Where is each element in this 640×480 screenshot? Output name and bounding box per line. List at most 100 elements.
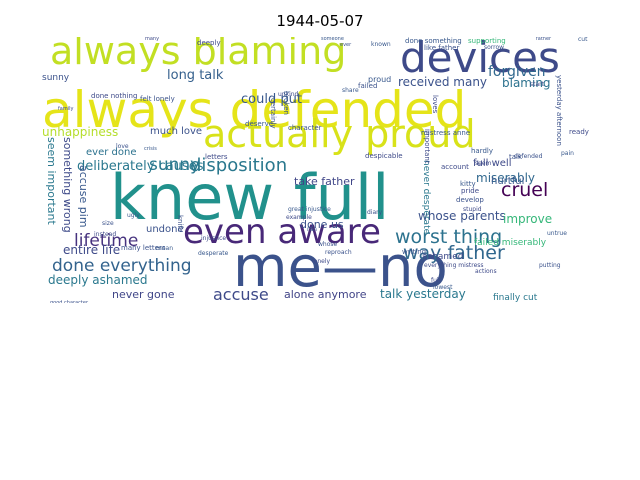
cloud-word: actions — [475, 268, 497, 275]
cloud-word: lifetime — [74, 231, 139, 251]
cloud-word: share — [342, 87, 359, 94]
cloud-word: start — [530, 81, 544, 88]
cloud-word: sunny — [42, 73, 70, 83]
cloud-word: full well — [473, 158, 512, 169]
cloud-word: important — [423, 129, 431, 164]
cloud-word: lowest — [433, 284, 453, 291]
cloud-word: defended — [514, 153, 543, 160]
cloud-word: broken — [282, 91, 290, 115]
cloud-word: desperate — [198, 250, 229, 257]
cloud-word: accuse — [213, 285, 269, 303]
cloud-word: like father — [424, 44, 460, 52]
cloud-word: hardly — [471, 147, 494, 155]
cloud-word: alone anymore — [284, 288, 367, 301]
cloud-word: cruel — [501, 179, 549, 201]
cloud-word: kitty — [460, 180, 476, 188]
cloud-word: unhappiness — [42, 125, 119, 139]
cloud-word: reproach — [325, 249, 352, 256]
cloud-word: deserve — [245, 120, 274, 128]
cloud-word: stupid — [463, 206, 482, 213]
cloud-word: way father — [403, 242, 505, 264]
cloud-word: proud — [368, 75, 392, 84]
cloud-word: much love — [150, 126, 203, 137]
cloud-word: yesterday afternoon — [555, 75, 563, 146]
cloud-word: deeply — [197, 39, 221, 47]
cloud-word: long talk — [167, 68, 224, 83]
cloud-word: done something — [405, 37, 462, 45]
cloud-word: ever done — [86, 147, 137, 158]
cloud-word: many — [145, 37, 160, 42]
cloud-word: accuse pim — [77, 165, 90, 228]
cloud-word: develop — [456, 196, 484, 204]
cloud-word: never desperate — [421, 160, 431, 235]
cloud-word: ashamed — [422, 252, 464, 262]
cloud-word: sorrow — [484, 44, 505, 51]
cloud-word: finally cut — [493, 293, 538, 303]
cloud-word: example — [286, 214, 312, 221]
cloud-word: seem — [475, 160, 492, 167]
cloud-word: forgiven — [488, 64, 546, 80]
cloud-word: take father — [294, 175, 355, 188]
cloud-word: done us — [300, 218, 344, 231]
cloud-word: mean — [156, 245, 174, 252]
cloud-word: improve — [503, 212, 553, 226]
cloud-word: diary — [367, 209, 383, 216]
cloud-word: great injustice — [288, 206, 331, 213]
cloud-word: me—no — [233, 235, 448, 300]
cloud-word: received many — [398, 75, 488, 89]
cloud-word: everything mistress — [424, 262, 484, 269]
cloud-word: deeply ashamed — [48, 273, 148, 287]
cloud-word: supporting — [468, 37, 506, 45]
cloud-word: despicable — [365, 152, 403, 160]
cloud-word: always defended — [42, 81, 467, 139]
cloud-word: account — [441, 163, 469, 171]
cloud-word: devices — [400, 37, 560, 82]
cloud-word: talk yesterday — [380, 287, 466, 301]
cloud-word: whose parents — [418, 209, 506, 223]
cloud-word: seem important — [45, 137, 58, 225]
cloud-word: never gone — [112, 288, 175, 301]
cloud-word: miserably — [476, 171, 535, 185]
cloud-word: whose — [318, 241, 338, 248]
cloud-word: even aware — [183, 212, 381, 252]
cloud-word: worst thing — [395, 226, 503, 248]
cloud-word: letters — [205, 153, 228, 161]
cloud-word: deliberately causes — [77, 159, 204, 174]
cloud-word: putting — [539, 262, 561, 269]
cloud-word: loves — [431, 95, 439, 114]
cloud-word: sunny — [149, 155, 201, 175]
cloud-word: hurtful — [491, 176, 525, 187]
cloud-word: size — [102, 220, 114, 227]
cloud-word: mistress anne — [421, 129, 471, 137]
cloud-word: cut — [578, 37, 588, 43]
cloud-word: character — [288, 124, 322, 132]
cloud-word: could put — [241, 92, 302, 107]
cloud-word: blaming — [502, 76, 551, 90]
word-cloud: knew full always defended me—no always blam… — [40, 37, 593, 303]
cloud-word: done everything — [52, 256, 192, 276]
cloud-word: undone — [146, 224, 184, 235]
cloud-word: injustice — [201, 235, 227, 242]
chart-title: 1944-05-07 — [276, 12, 364, 30]
cloud-word: known — [371, 41, 391, 48]
cloud-word: family — [58, 106, 74, 112]
cloud-word: disposition — [190, 155, 288, 176]
cloud-word: love — [116, 143, 129, 150]
cloud-word: knife — [176, 215, 184, 233]
cloud-word: lonely — [312, 258, 331, 265]
cloud-word: pride — [461, 187, 480, 195]
cloud-word: done nothing — [91, 92, 138, 100]
cloud-word: always blaming — [50, 37, 347, 73]
cloud-word: good character — [50, 300, 88, 304]
cloud-word: ugly — [127, 212, 140, 219]
cloud-word: many letters — [121, 244, 166, 252]
cloud-word: something wrong — [61, 137, 74, 233]
cloud-word: actually proud — [203, 112, 476, 156]
cloud-word: certainly — [269, 98, 277, 129]
cloud-word: father — [536, 37, 552, 42]
cloud-word: untrue — [547, 230, 567, 237]
cloud-word: entire life — [63, 243, 121, 257]
cloud-word: pain — [561, 150, 574, 157]
cloud-word: ever — [340, 42, 352, 48]
cloud-word: full — [431, 277, 441, 284]
